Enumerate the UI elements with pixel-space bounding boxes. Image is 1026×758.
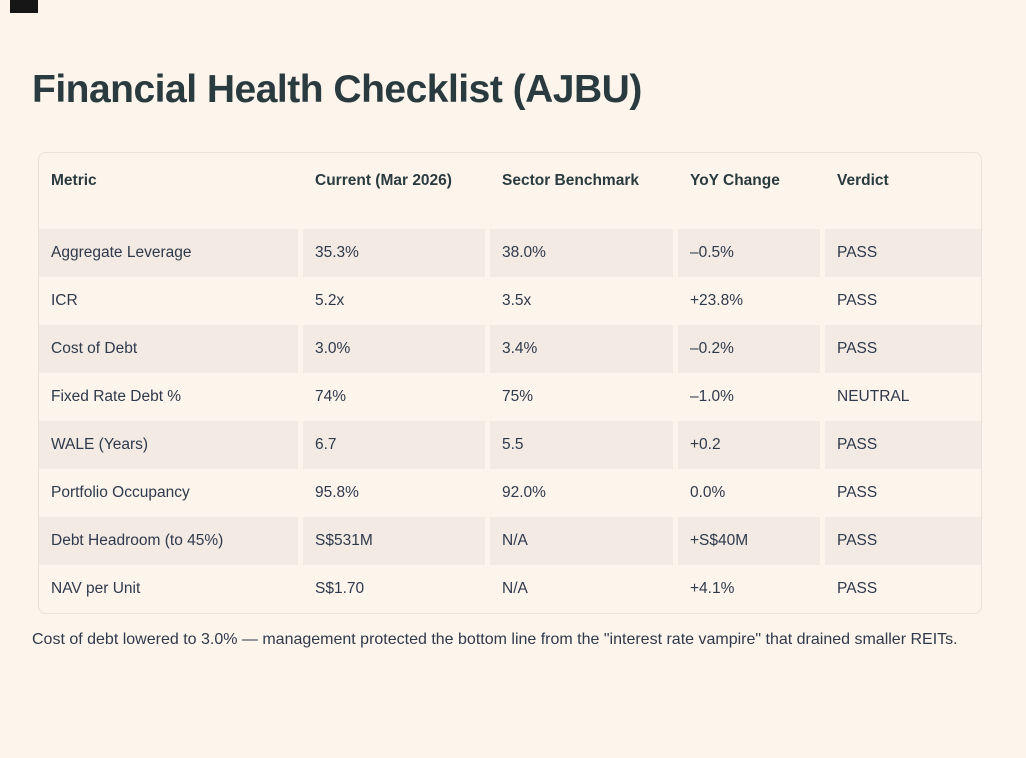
value-cell: 0.0%: [673, 469, 820, 517]
metric-cell: Portfolio Occupancy: [51, 484, 190, 501]
value-cell: 3.5x: [485, 277, 673, 325]
value-cell: PASS: [820, 565, 981, 613]
table-row: Debt Headroom (to 45%) S$531M N/A +S$40M PAS…: [39, 517, 981, 565]
value-cell: 6.7: [298, 421, 485, 469]
value-cell: N/A: [485, 565, 673, 613]
value-cell: 35.3%: [298, 229, 485, 277]
value-cell: +0.2: [673, 421, 820, 469]
screen-corner-artifact: [10, 0, 38, 13]
value-cell: +23.8%: [673, 277, 820, 325]
value-cell: S$1.70: [298, 565, 485, 613]
page-title: Financial Health Checklist (AJBU): [32, 68, 642, 111]
value-cell: –0.5%: [673, 229, 820, 277]
value-cell: +4.1%: [673, 565, 820, 613]
table-row: Fixed Rate Debt % 74% 75% –1.0% NEUTRAL: [39, 373, 981, 421]
metric-cell: Cost of Debt: [39, 325, 298, 373]
column-header-verdict: Verdict: [820, 153, 981, 229]
value-cell: 74%: [298, 373, 485, 421]
footnote-text: Cost of debt lowered to 3.0% — managemen…: [32, 631, 958, 648]
table-row: ICR 5.2x 3.5x +23.8% PASS: [39, 277, 981, 325]
value-cell: N/A: [485, 517, 673, 565]
table-row: Portfolio Occupancy 95.8% 92.0% 0.0% PASS: [39, 469, 981, 517]
value-cell: –1.0%: [673, 373, 820, 421]
metric-cell: Aggregate Leverage: [39, 229, 298, 277]
metric-cell: WALE (Years): [39, 421, 298, 469]
table-row: Cost of Debt 3.0% 3.4% –0.2% PASS: [39, 325, 981, 373]
column-header-metric: Metric: [51, 172, 97, 189]
value-cell: NEUTRAL: [820, 373, 981, 421]
metric-cell: NAV per Unit: [51, 580, 141, 597]
value-cell: PASS: [820, 421, 981, 469]
value-cell: +S$40M: [673, 517, 820, 565]
value-cell: PASS: [820, 469, 981, 517]
table-body: Aggregate Leverage 35.3% 38.0% –0.5% PASS ICR…: [39, 229, 981, 613]
financial-health-table: Metric Current (Mar 2026) Sector Benchma…: [38, 152, 982, 614]
column-header-yoy: YoY Change: [673, 153, 820, 229]
table-row: Aggregate Leverage 35.3% 38.0% –0.5% PASS: [39, 229, 981, 277]
value-cell: 3.4%: [485, 325, 673, 373]
metrics-table: Metric Current (Mar 2026) Sector Benchma…: [39, 153, 981, 613]
value-cell: 5.5: [485, 421, 673, 469]
value-cell: 75%: [485, 373, 673, 421]
table-row: NAV per Unit S$1.70 N/A +4.1% PASS: [39, 565, 981, 613]
value-cell: PASS: [820, 277, 981, 325]
value-cell: 5.2x: [298, 277, 485, 325]
value-cell: PASS: [820, 325, 981, 373]
metric-cell: Fixed Rate Debt %: [51, 388, 182, 405]
table-row: WALE (Years) 6.7 5.5 +0.2 PASS: [39, 421, 981, 469]
column-header-current: Current (Mar 2026): [298, 153, 485, 229]
metric-cell: Debt Headroom (to 45%): [39, 517, 298, 565]
table-header-row: Metric Current (Mar 2026) Sector Benchma…: [39, 153, 981, 229]
value-cell: PASS: [820, 229, 981, 277]
value-cell: 95.8%: [298, 469, 485, 517]
value-cell: PASS: [820, 517, 981, 565]
value-cell: 38.0%: [485, 229, 673, 277]
column-header-benchmark: Sector Benchmark: [485, 153, 673, 229]
value-cell: S$531M: [298, 517, 485, 565]
value-cell: 92.0%: [485, 469, 673, 517]
metric-cell: ICR: [51, 292, 78, 309]
value-cell: –0.2%: [673, 325, 820, 373]
value-cell: 3.0%: [298, 325, 485, 373]
